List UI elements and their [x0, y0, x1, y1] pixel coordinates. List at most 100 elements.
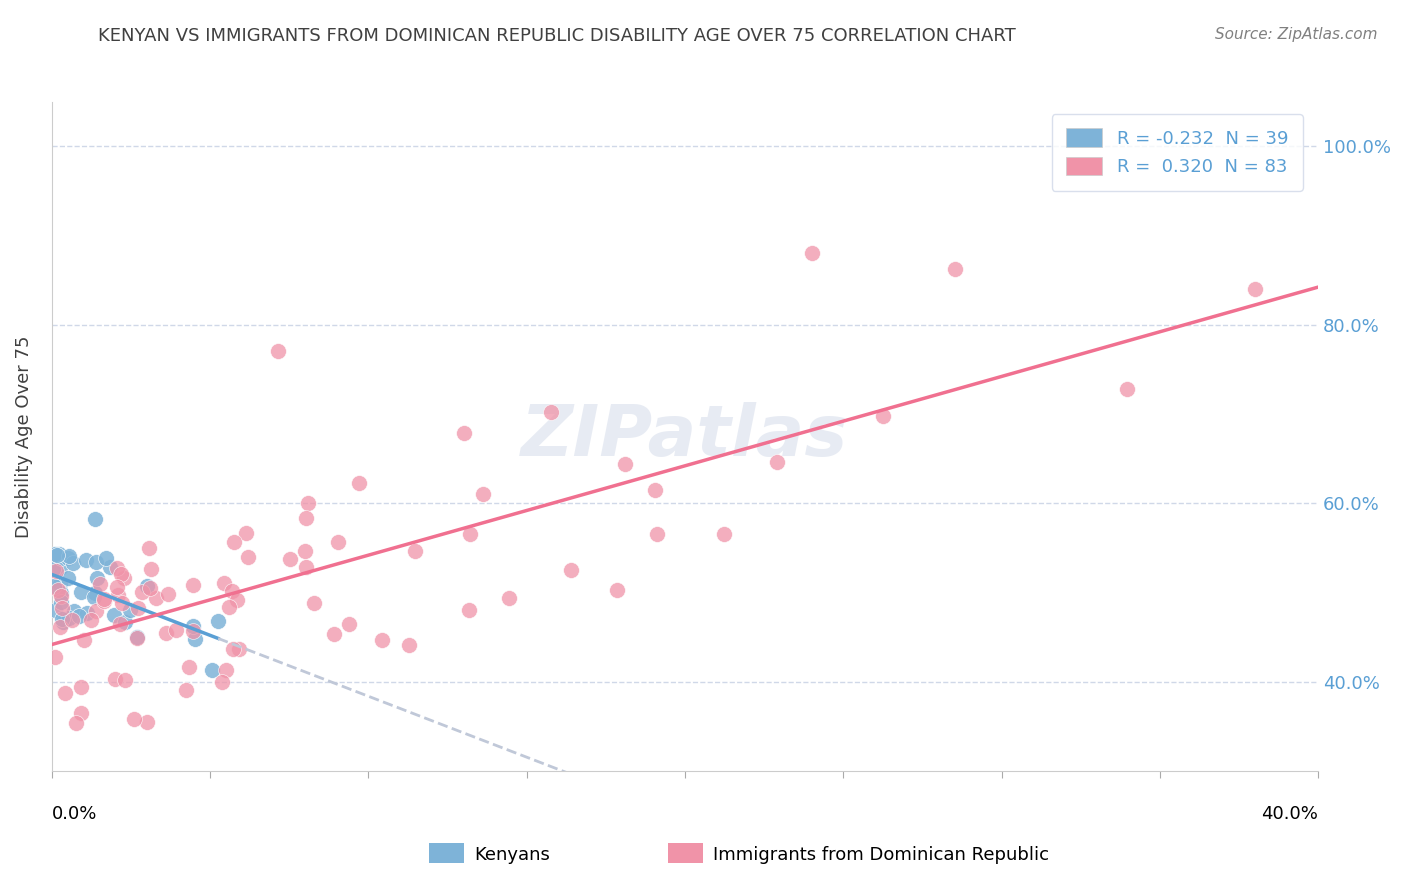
- Point: [165, 623, 187, 637]
- Point: [302, 596, 325, 610]
- Point: [49, 595, 72, 609]
- Point: [49, 577, 72, 591]
- Point: [945, 261, 967, 276]
- Point: [1243, 282, 1265, 296]
- Point: [83, 591, 105, 605]
- Point: [606, 582, 628, 597]
- Point: [294, 543, 316, 558]
- Point: [645, 527, 668, 541]
- Point: [44, 602, 66, 616]
- Y-axis label: Disability Age Over 75: Disability Age Over 75: [15, 335, 32, 538]
- Point: [644, 483, 666, 498]
- Point: [236, 550, 259, 565]
- Point: [136, 714, 159, 729]
- Point: [73, 633, 96, 648]
- Point: [181, 578, 204, 592]
- Point: [211, 675, 233, 690]
- Point: [45, 564, 67, 578]
- Point: [76, 606, 98, 620]
- Point: [51, 550, 73, 565]
- Point: [84, 604, 107, 618]
- Point: [138, 541, 160, 556]
- Point: [181, 624, 204, 638]
- Point: [323, 627, 346, 641]
- Point: [104, 673, 127, 687]
- Point: [48, 547, 70, 561]
- Point: [295, 560, 318, 574]
- Point: [872, 409, 894, 424]
- Point: [112, 570, 135, 584]
- Point: [114, 615, 136, 629]
- Point: [69, 706, 91, 721]
- Point: [207, 615, 229, 629]
- Point: [328, 535, 350, 549]
- Point: [42, 562, 65, 576]
- Point: [472, 487, 495, 501]
- Point: [228, 642, 250, 657]
- Point: [155, 626, 177, 640]
- Point: [127, 600, 149, 615]
- Point: [110, 616, 132, 631]
- Point: [766, 455, 789, 469]
- Point: [181, 619, 204, 633]
- Point: [51, 589, 73, 603]
- Point: [174, 682, 197, 697]
- Point: [42, 580, 65, 594]
- Point: [125, 631, 148, 645]
- Point: [226, 593, 249, 607]
- Point: [84, 511, 107, 525]
- Point: [51, 601, 73, 615]
- Point: [60, 613, 83, 627]
- Point: [56, 550, 79, 565]
- Point: [53, 686, 76, 700]
- Point: [67, 609, 90, 624]
- Point: [458, 527, 481, 541]
- Point: [177, 660, 200, 674]
- Point: [110, 566, 132, 581]
- Point: [58, 611, 80, 625]
- Point: [212, 575, 235, 590]
- Point: [713, 526, 735, 541]
- Point: [156, 587, 179, 601]
- Point: [138, 582, 160, 596]
- Point: [267, 343, 290, 358]
- Point: [51, 586, 73, 600]
- Point: [125, 631, 148, 645]
- Point: [52, 615, 75, 629]
- Point: [404, 544, 426, 558]
- Point: [278, 552, 301, 566]
- Point: [93, 591, 115, 606]
- Point: [63, 604, 86, 618]
- Point: [370, 632, 392, 647]
- Point: [295, 510, 318, 524]
- Point: [44, 650, 66, 665]
- Point: [107, 588, 129, 602]
- Point: [540, 404, 562, 418]
- Point: [124, 712, 146, 726]
- Point: [49, 560, 72, 574]
- Point: [458, 602, 481, 616]
- Text: Immigrants from Dominican Republic: Immigrants from Dominican Republic: [713, 846, 1049, 863]
- Text: Kenyans: Kenyans: [474, 846, 550, 863]
- Point: [131, 585, 153, 599]
- Point: [1115, 383, 1137, 397]
- Point: [453, 426, 475, 441]
- Text: Source: ZipAtlas.com: Source: ZipAtlas.com: [1215, 27, 1378, 42]
- Legend: R = -0.232  N = 39, R =  0.320  N = 83: R = -0.232 N = 39, R = 0.320 N = 83: [1052, 114, 1303, 191]
- Point: [349, 475, 371, 490]
- Point: [111, 596, 134, 610]
- Point: [96, 550, 118, 565]
- Text: 40.0%: 40.0%: [1261, 805, 1319, 822]
- Point: [297, 496, 319, 510]
- Point: [98, 560, 121, 574]
- Point: [56, 571, 79, 585]
- Point: [139, 562, 162, 576]
- Point: [105, 561, 128, 575]
- Point: [145, 591, 167, 605]
- Point: [398, 638, 420, 652]
- Point: [49, 620, 72, 634]
- Point: [58, 549, 80, 563]
- Point: [86, 571, 108, 585]
- Point: [62, 557, 84, 571]
- Point: [89, 577, 111, 591]
